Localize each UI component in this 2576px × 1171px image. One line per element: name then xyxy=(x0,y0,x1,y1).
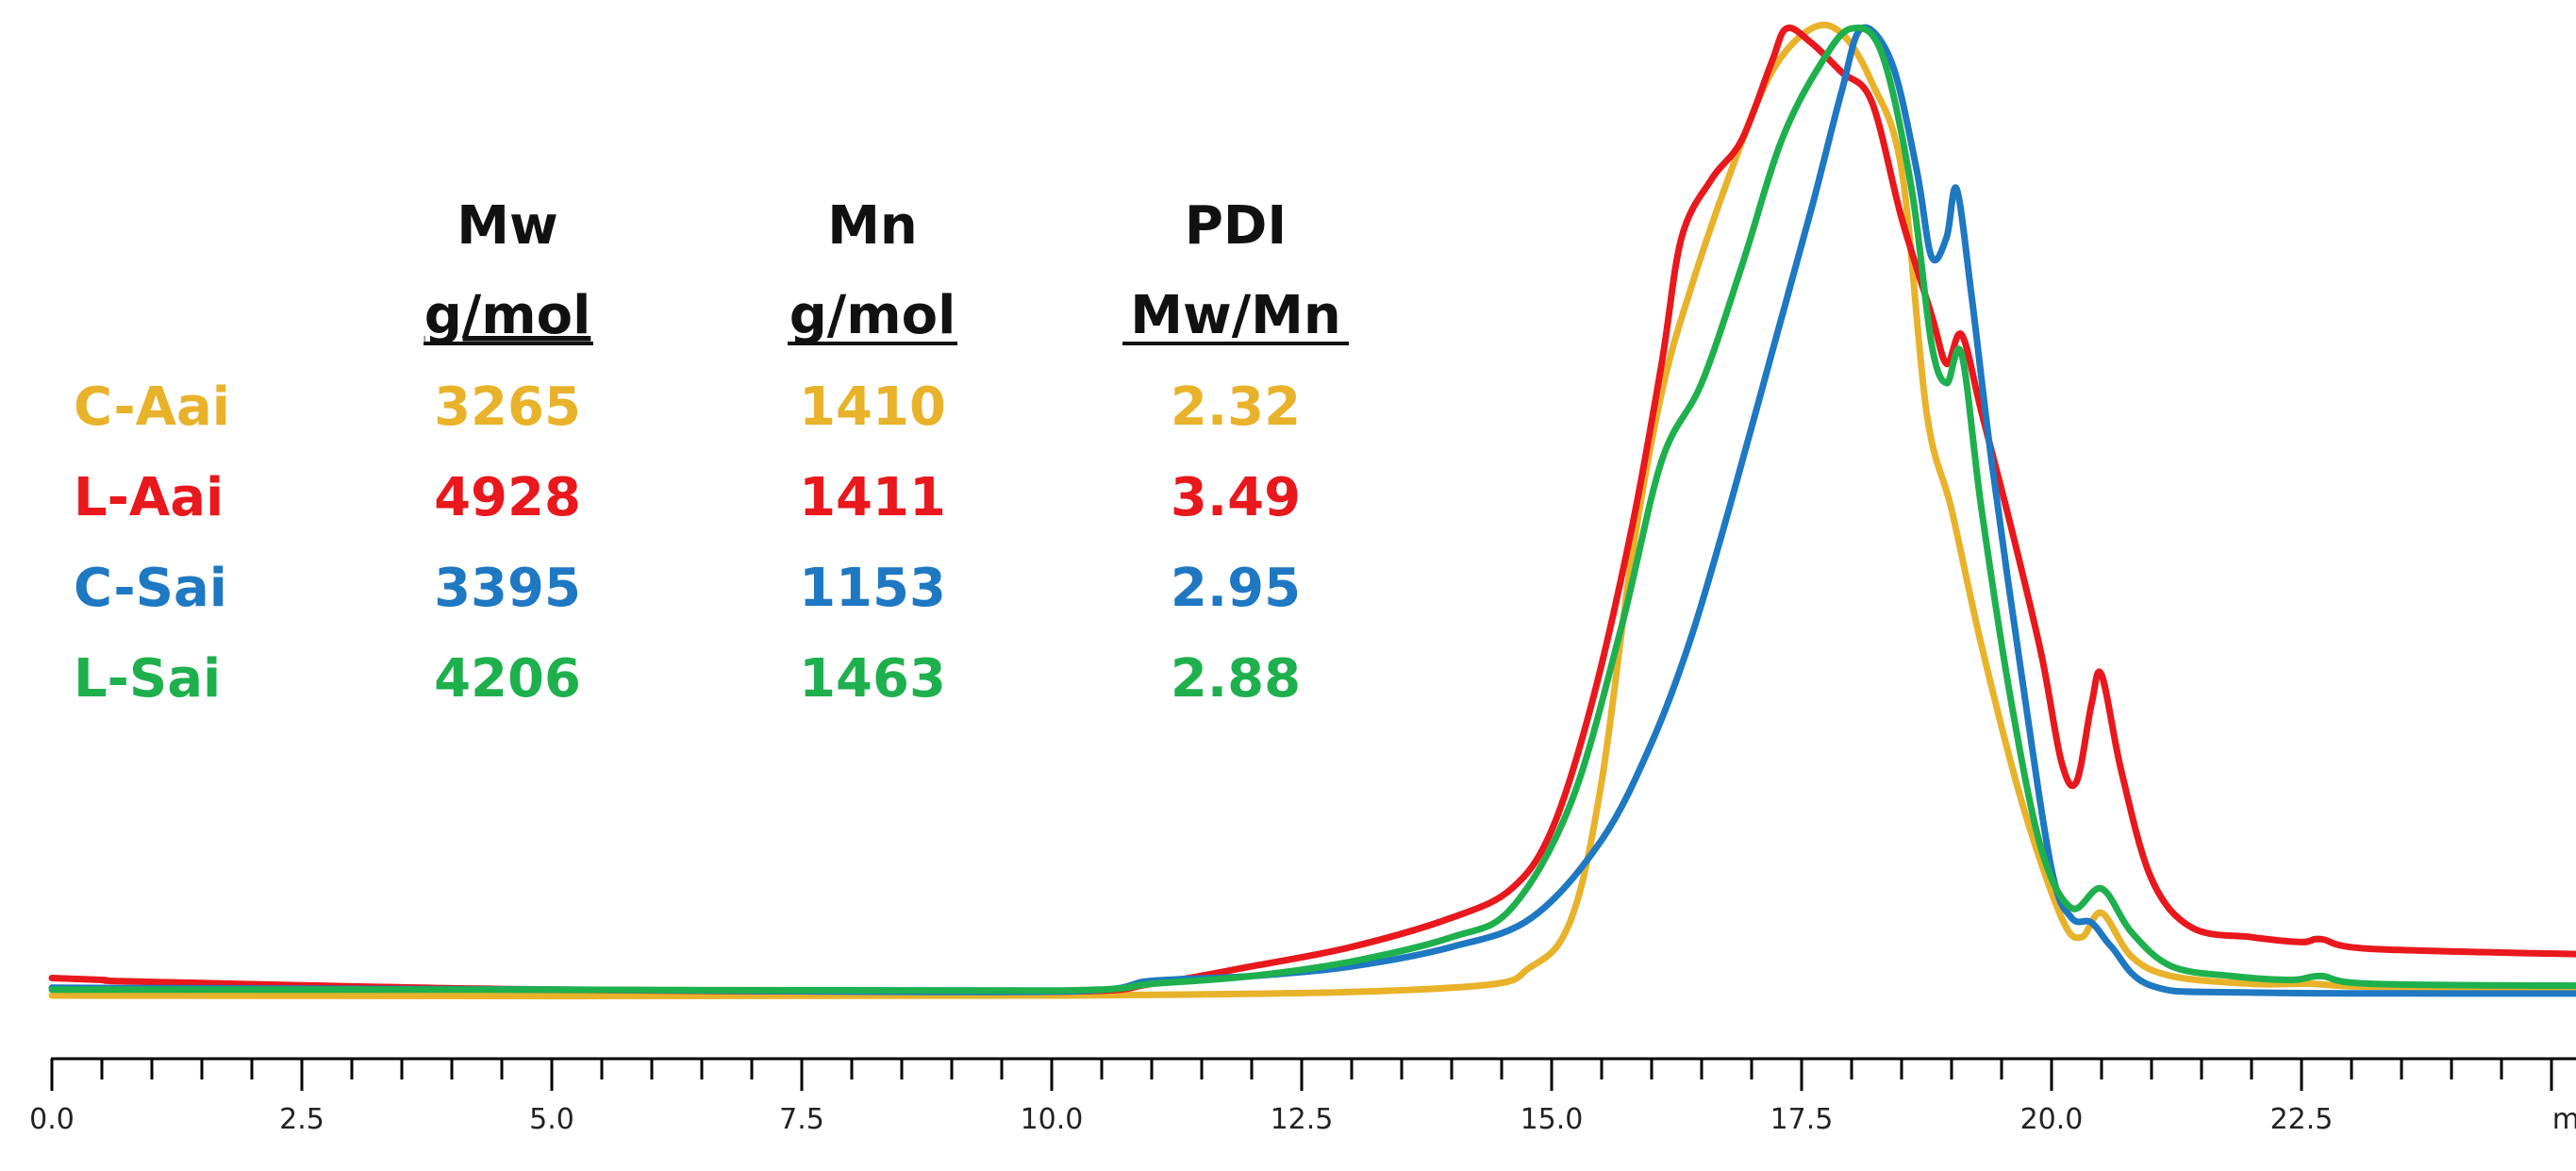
table-header-mw-line2: g/mol xyxy=(424,285,591,346)
molecular-weight-table: Mw g/mol Mn g/mol PDI Mw/Mn C-Aai 3265 1… xyxy=(74,195,1349,710)
table-row-pdi: 3.49 xyxy=(1171,467,1301,528)
table-row-mw: 4928 xyxy=(434,467,581,528)
table-row-pdi: 2.32 xyxy=(1171,376,1301,438)
x-tick-label: 0.0 xyxy=(29,1103,75,1136)
table-row-mn: 1153 xyxy=(799,558,946,619)
table-row-name: L-Sai xyxy=(74,648,221,710)
table-row-mw: 3395 xyxy=(434,558,581,619)
table-row-mw: 4206 xyxy=(434,648,581,710)
table-row-mn: 1411 xyxy=(799,467,946,528)
x-tick-label: 22.5 xyxy=(2270,1103,2334,1136)
series-line-c-aai xyxy=(48,21,2576,1000)
series-layer xyxy=(48,21,2576,1000)
series-line-l-sai xyxy=(48,24,2576,995)
table-header-pdi-line2: Mw/Mn xyxy=(1130,285,1341,346)
x-tick-label: 20.0 xyxy=(2020,1103,2084,1136)
table-header-pdi-line1: PDI xyxy=(1185,195,1287,257)
x-axis: 0.0 2.5 5.0 7.5 10.0 12.5 15.0 17.5 20.0 22.5 min xyxy=(29,1057,2576,1136)
table-row-mn: 1463 xyxy=(799,648,946,710)
x-axis-unit-label: min xyxy=(2552,1103,2576,1136)
series-line-l-aai xyxy=(48,25,2576,995)
table-row-mn: 1410 xyxy=(799,376,946,438)
table-header-mn-line2: g/mol xyxy=(789,285,956,346)
series-line-c-sai xyxy=(48,24,2576,997)
table-row-mw: 3265 xyxy=(434,376,581,438)
table-row-name: C-Sai xyxy=(74,558,227,619)
x-tick-label: 7.5 xyxy=(779,1103,824,1136)
x-tick-label: 10.0 xyxy=(1021,1103,1084,1136)
table-header-mn-line1: Mn xyxy=(827,195,918,257)
table-row-pdi: 2.95 xyxy=(1171,558,1301,619)
x-tick-label: 5.0 xyxy=(529,1103,574,1136)
x-tick-label: 12.5 xyxy=(1271,1103,1334,1136)
table-row-pdi: 2.88 xyxy=(1171,648,1301,710)
table-row-name: L-Aai xyxy=(74,467,224,528)
x-tick-label: 17.5 xyxy=(1770,1103,1834,1136)
x-tick-label: 2.5 xyxy=(279,1103,324,1136)
table-row-name: C-Aai xyxy=(74,376,230,438)
table-header-mw-line1: Mw xyxy=(457,195,557,257)
x-tick-label: 15.0 xyxy=(1521,1103,1584,1136)
